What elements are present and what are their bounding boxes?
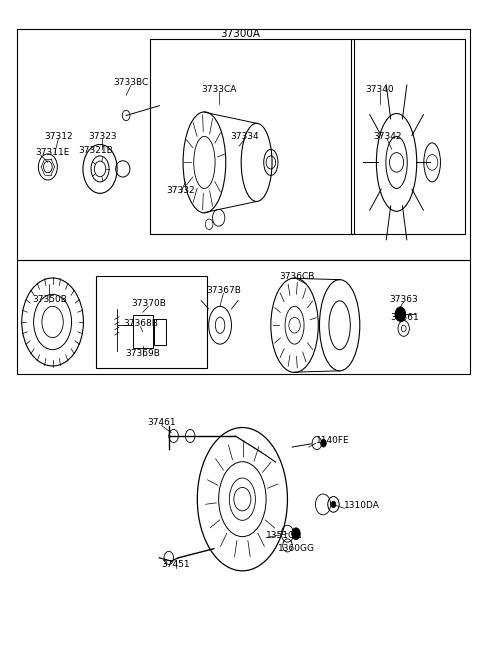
Bar — [17, 29, 470, 260]
Bar — [150, 39, 354, 234]
Text: 37363: 37363 — [389, 295, 418, 304]
Text: 1351GA: 1351GA — [266, 530, 302, 539]
Text: 1140FE: 1140FE — [316, 436, 349, 445]
Text: 37361: 37361 — [391, 313, 420, 322]
Circle shape — [321, 440, 326, 447]
Text: 1360GG: 1360GG — [278, 543, 315, 553]
Text: 3733BC: 3733BC — [113, 78, 148, 87]
Bar — [133, 315, 153, 348]
Text: 37340: 37340 — [366, 85, 394, 94]
Text: 37367B: 37367B — [206, 286, 241, 295]
Text: 37334: 37334 — [230, 132, 259, 141]
Text: 37370B: 37370B — [131, 299, 166, 308]
Text: 37321B: 37321B — [78, 146, 113, 155]
Bar — [351, 39, 466, 234]
Circle shape — [292, 528, 300, 539]
Text: 1310DA: 1310DA — [344, 501, 380, 510]
Text: 37312: 37312 — [44, 132, 72, 141]
Text: 37323: 37323 — [88, 132, 117, 141]
Text: 37369B: 37369B — [125, 349, 160, 358]
Text: 37342: 37342 — [373, 132, 401, 141]
Text: 37368B: 37368B — [123, 319, 158, 328]
Text: 37300A: 37300A — [220, 29, 260, 39]
Text: 3733CA: 3733CA — [201, 85, 236, 94]
Circle shape — [331, 501, 336, 508]
Text: 37461: 37461 — [147, 419, 176, 428]
Bar — [96, 277, 207, 367]
Text: 37311E: 37311E — [35, 148, 70, 157]
Bar — [154, 319, 166, 345]
Bar — [17, 260, 470, 374]
Text: 3736CB: 3736CB — [279, 272, 314, 281]
Text: 37350B: 37350B — [32, 295, 67, 304]
Text: 37451: 37451 — [162, 560, 190, 570]
Circle shape — [395, 307, 406, 321]
Text: 37332: 37332 — [167, 186, 195, 195]
